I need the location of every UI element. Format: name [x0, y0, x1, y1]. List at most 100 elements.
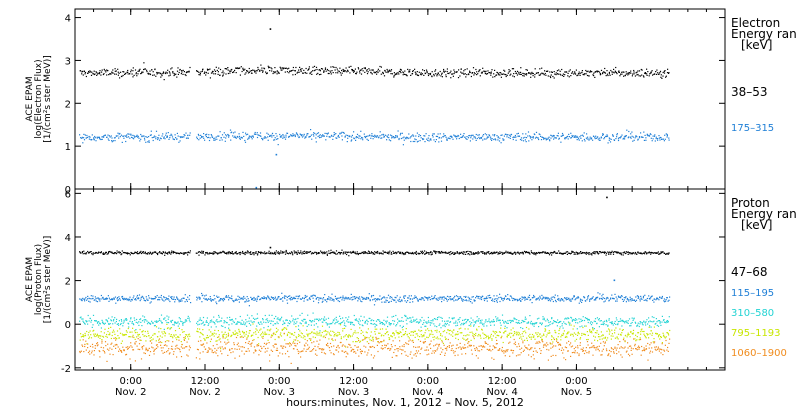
data-point — [666, 133, 668, 136]
data-point — [382, 71, 384, 73]
data-point — [458, 321, 461, 323]
data-point — [423, 74, 425, 76]
data-point — [362, 325, 364, 327]
data-point — [533, 296, 535, 298]
data-point — [91, 298, 93, 300]
data-point — [336, 253, 339, 255]
data-point — [491, 138, 493, 140]
data-point — [327, 132, 329, 134]
data-point — [475, 320, 477, 322]
data-point — [602, 133, 604, 135]
data-point — [650, 297, 652, 299]
data-point — [585, 73, 587, 75]
data-point — [237, 295, 239, 297]
data-point — [371, 295, 373, 297]
data-point — [666, 252, 668, 254]
data-point — [208, 69, 210, 71]
data-point — [156, 71, 158, 74]
data-point — [385, 301, 387, 303]
data-point — [625, 71, 627, 73]
data-point — [254, 331, 257, 333]
data-point — [606, 296, 608, 299]
data-point — [649, 320, 651, 322]
data-point — [386, 139, 388, 141]
data-point — [204, 139, 206, 141]
data-point — [532, 297, 534, 299]
data-point — [159, 319, 161, 321]
data-point — [112, 252, 114, 254]
data-point — [260, 298, 262, 300]
data-point — [466, 300, 468, 302]
data-point — [368, 252, 370, 254]
data-point — [163, 137, 165, 139]
data-point — [143, 321, 146, 323]
data-point — [220, 320, 222, 322]
data-point — [524, 299, 526, 301]
data-point — [456, 299, 458, 301]
data-point — [487, 295, 489, 297]
data-point — [94, 333, 96, 335]
data-point — [583, 74, 585, 76]
data-point — [247, 300, 249, 302]
data-point — [83, 298, 85, 301]
data-point — [575, 136, 577, 139]
data-point — [121, 320, 123, 322]
data-point — [550, 137, 552, 139]
data-point — [147, 141, 149, 143]
data-point — [166, 321, 168, 324]
data-point — [439, 296, 441, 298]
data-point — [443, 133, 445, 135]
data-point — [121, 333, 123, 335]
data-point — [510, 251, 512, 253]
data-point — [388, 301, 390, 303]
data-point — [254, 299, 256, 301]
data-point — [268, 67, 270, 69]
data-point — [351, 70, 353, 72]
data-point — [121, 295, 124, 298]
data-point — [228, 136, 230, 138]
data-point — [380, 252, 382, 254]
data-point — [662, 71, 664, 74]
data-point — [285, 251, 287, 253]
data-point — [403, 296, 405, 298]
data-point — [322, 134, 324, 136]
data-point — [179, 252, 182, 254]
data-point — [235, 252, 237, 254]
data-point — [172, 337, 174, 339]
data-point — [212, 253, 214, 255]
data-point — [529, 253, 531, 255]
data-point — [142, 251, 145, 253]
data-point — [413, 297, 415, 299]
data-point — [664, 321, 666, 323]
data-point — [152, 338, 154, 340]
data-point — [505, 321, 507, 323]
data-point — [595, 135, 597, 137]
data-point — [396, 135, 398, 137]
data-point — [256, 329, 258, 331]
data-point — [292, 297, 294, 299]
data-point — [286, 302, 289, 304]
data-point — [139, 336, 141, 338]
data-point — [273, 317, 275, 320]
data-point — [298, 69, 300, 71]
data-point — [535, 252, 537, 254]
data-point — [259, 69, 261, 71]
data-point — [396, 136, 398, 138]
data-point — [665, 322, 667, 324]
data-point — [346, 141, 348, 143]
data-point — [576, 328, 578, 330]
data-point — [560, 253, 563, 255]
data-point — [406, 75, 408, 77]
y-axis-label-line: ACE EPAM — [25, 257, 35, 302]
data-point — [123, 251, 125, 254]
data-point — [270, 298, 272, 300]
data-point — [266, 252, 268, 254]
data-point — [181, 70, 183, 72]
data-point — [385, 322, 387, 324]
data-point — [222, 334, 224, 336]
data-point — [218, 321, 220, 323]
data-point — [222, 298, 224, 300]
data-point — [187, 336, 189, 338]
data-point — [642, 324, 644, 326]
